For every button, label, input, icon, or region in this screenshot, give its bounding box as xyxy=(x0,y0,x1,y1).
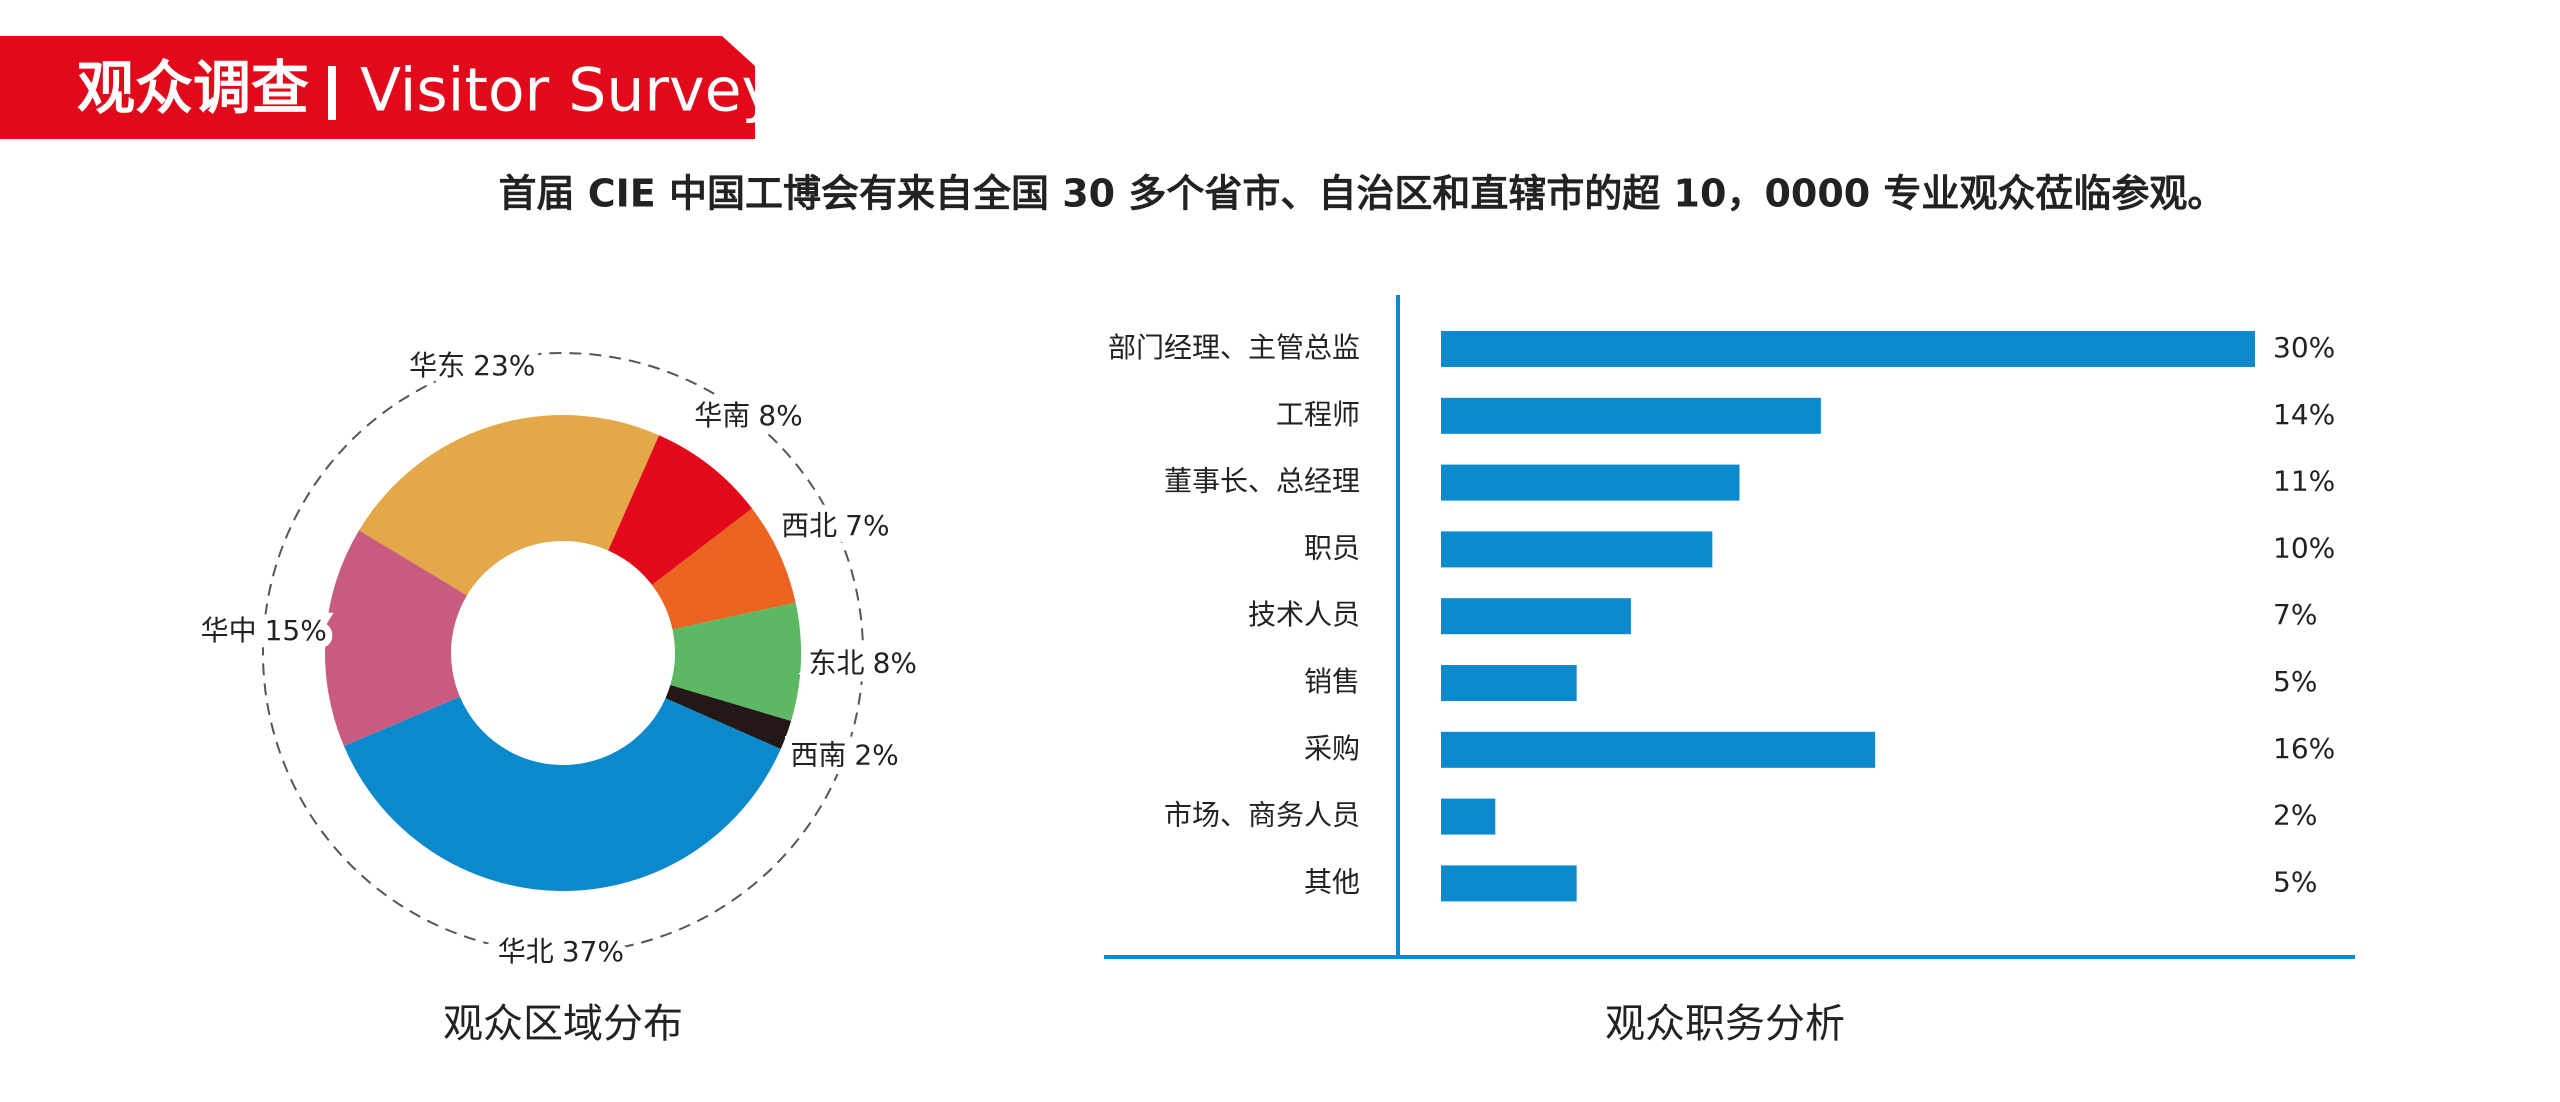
category-label: 职员 xyxy=(1304,531,1360,564)
bar xyxy=(1441,331,2255,367)
slice-value-label: 23% xyxy=(473,349,535,382)
category-label: 董事长、总经理 xyxy=(1164,465,1360,498)
pie-slice xyxy=(670,602,801,721)
pie-slice xyxy=(343,696,781,892)
bar xyxy=(1441,531,1713,568)
bar xyxy=(1441,598,1631,635)
slice-category: 东北 xyxy=(809,647,865,680)
value-label: 7% xyxy=(2273,598,2317,631)
bar xyxy=(1441,665,1577,701)
value-label: 11% xyxy=(2273,465,2335,498)
subtitle: 首届 CIE 中国工博会有来自全国 30 多个省市、自治区和直辖市的超 10，0… xyxy=(499,172,2226,216)
pie-slice xyxy=(665,684,792,750)
slice-value-label: 2% xyxy=(854,739,898,772)
value-label: 5% xyxy=(2273,665,2317,698)
slice-value-label: 7% xyxy=(845,509,889,542)
slice-category: 西南 xyxy=(790,739,846,772)
chart-title: 观众区域分布 xyxy=(443,1001,683,1047)
bar xyxy=(1441,798,1496,835)
slice-label: 华北 37% xyxy=(498,935,624,968)
pie-slice xyxy=(651,508,796,630)
slice-category: 华中 xyxy=(201,614,257,647)
category-label: 销售 xyxy=(1304,665,1360,698)
slice-category: 西北 xyxy=(781,509,837,542)
category-label: 市场、商务人员 xyxy=(1164,799,1360,832)
slice-label: 华东 23% xyxy=(409,349,535,382)
category-label: 采购 xyxy=(1304,732,1360,765)
header-title: 观众调查 xyxy=(77,54,309,122)
charts: 华东 23%华南 8%西北 7%东北 8%西南 2%华北 37%华中 15%观众区域分布部门经… xyxy=(194,295,2355,1047)
slice-label: 华南 8% xyxy=(694,399,802,432)
guide-circle xyxy=(262,352,864,954)
category-label: 工程师 xyxy=(1276,398,1360,431)
value-label: 30% xyxy=(2273,331,2335,364)
bar xyxy=(1441,865,1577,902)
header-banner xyxy=(0,36,755,139)
pie-slice xyxy=(608,435,753,585)
slice-category: 华南 xyxy=(694,399,750,432)
slice-value-label: 37% xyxy=(562,935,624,968)
slice-label: 华中 15% xyxy=(201,614,327,647)
bar xyxy=(1441,464,1740,501)
slice-category: 华东 xyxy=(409,349,465,382)
slice-label: 东北 8% xyxy=(809,647,917,680)
slice-value-label: 8% xyxy=(873,647,917,680)
pie-slice xyxy=(324,530,467,746)
value-label: 2% xyxy=(2273,799,2317,832)
chart-title: 观众职务分析 xyxy=(1605,1001,1845,1047)
header-divider xyxy=(328,66,336,120)
slice-label: 西北 7% xyxy=(781,509,889,542)
category-label: 技术人员 xyxy=(1248,598,1360,631)
bar xyxy=(1441,397,1821,434)
header-title-en: Visitor Survey xyxy=(360,56,777,126)
category-label: 部门经理、主管总监 xyxy=(1108,331,1360,364)
value-label: 14% xyxy=(2273,398,2335,431)
category-label: 其他 xyxy=(1304,865,1360,898)
slice-value-label: 15% xyxy=(265,614,327,647)
slice-value-label: 8% xyxy=(758,399,802,432)
slice-label: 西南 2% xyxy=(790,739,898,772)
pie-slice xyxy=(358,415,660,596)
slice-category: 华北 xyxy=(498,935,554,968)
bar xyxy=(1441,731,1876,768)
value-label: 16% xyxy=(2273,732,2335,765)
value-label: 5% xyxy=(2273,865,2317,898)
value-label: 10% xyxy=(2273,531,2335,564)
